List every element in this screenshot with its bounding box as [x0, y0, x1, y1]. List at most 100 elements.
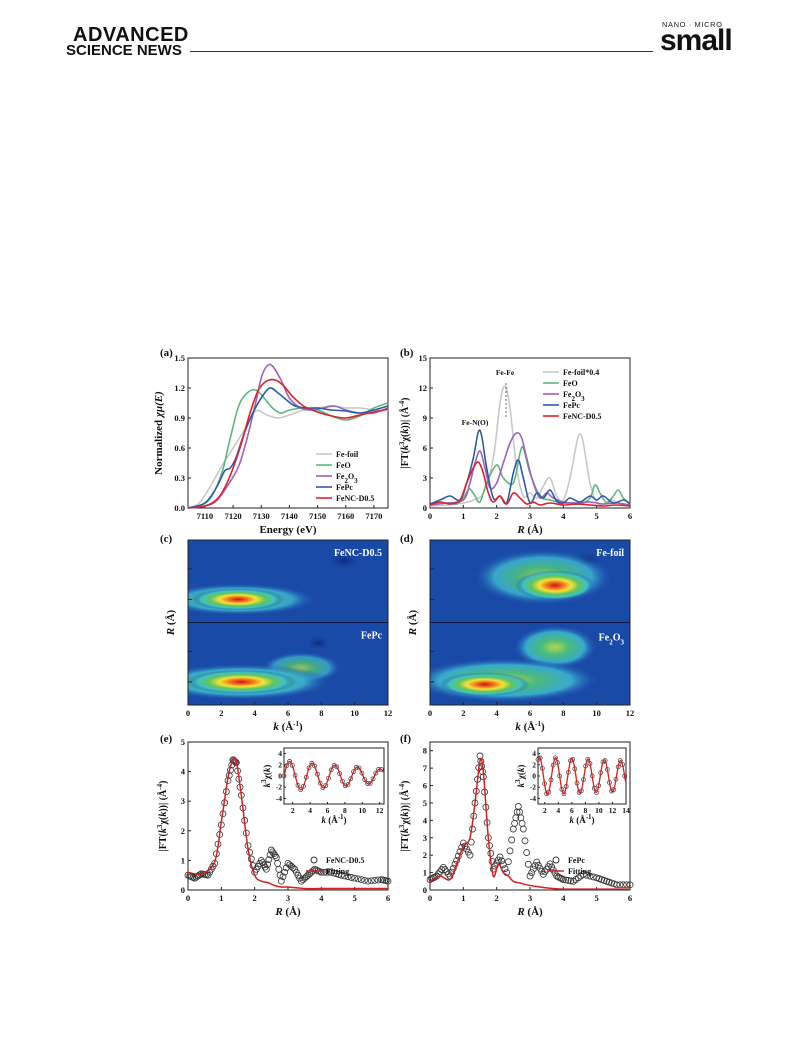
label-part: |FT( — [400, 832, 411, 851]
label-part: R — [516, 906, 524, 918]
label-part: ) — [400, 398, 411, 401]
y-tick-label: 15 — [419, 353, 428, 363]
data-point — [371, 876, 379, 884]
y-axis-label: Normalized χμ(E) — [153, 391, 165, 475]
x-tick-label: 6 — [286, 708, 290, 718]
plot-frame — [429, 357, 631, 509]
label-part: (Å) — [283, 906, 301, 918]
data-point — [567, 877, 575, 885]
inset-x-tick-label: 10 — [359, 806, 367, 815]
legend-label: FePc — [336, 483, 353, 492]
label-part: 3 — [260, 779, 268, 783]
series-line-fe2o3 — [187, 363, 389, 509]
y-tick-label: 6 — [423, 443, 427, 453]
data-point — [564, 877, 572, 884]
inset-data-point — [348, 776, 354, 782]
label-part: (Å — [326, 815, 338, 825]
legend-label: Fe2O3 — [336, 472, 358, 485]
x-tick-label: 4 — [319, 893, 324, 903]
inset-y-tick-label: 2 — [278, 760, 282, 769]
panel-label: (b) — [400, 347, 414, 359]
label-part: -1 — [293, 720, 299, 728]
x-tick-label: 0 — [428, 893, 432, 903]
inset-data-point — [356, 765, 362, 771]
data-point — [289, 864, 297, 872]
inset-data-point — [306, 765, 312, 771]
label-part: 2 — [571, 395, 575, 403]
label-part: k — [321, 815, 326, 825]
data-point — [514, 803, 522, 810]
inset-data-point — [359, 770, 365, 776]
label-part: χ( — [516, 772, 526, 780]
data-point — [626, 881, 634, 889]
inset-x-tick-label: 12 — [376, 806, 384, 815]
x-tick-label: 12 — [626, 708, 635, 718]
data-point — [439, 863, 447, 871]
series-line-feo — [429, 445, 631, 506]
wavelet-hotspot — [192, 588, 284, 611]
label-part: 3 — [156, 824, 164, 828]
publisher-logo: ADVANCED SCIENCE NEWS — [66, 25, 189, 58]
plot-frame — [187, 357, 389, 509]
label-part: ) — [592, 815, 595, 825]
label-part: Fe — [599, 633, 610, 644]
annotation-fe-fe: Fe-Fe — [496, 368, 515, 377]
data-point — [496, 853, 504, 861]
inset-x-tick-label: 6 — [570, 806, 574, 815]
x-tick-label: 6 — [528, 708, 532, 718]
data-point — [267, 846, 275, 854]
fit-line — [187, 756, 388, 890]
y-axis-label: R (Å) — [165, 609, 177, 636]
x-tick-label: 1 — [219, 893, 223, 903]
label-part: χ( — [262, 772, 272, 780]
x-tick-label: 8 — [561, 708, 565, 718]
legend-label: Fe-foil*0.4 — [563, 368, 599, 377]
label-part: k — [262, 782, 272, 787]
inset-data-point — [362, 777, 368, 782]
y-tick-label: 0.3 — [174, 473, 185, 483]
data-point — [444, 870, 452, 878]
inset-data-point — [298, 787, 304, 793]
wavelet-layer — [430, 549, 613, 703]
annotation-fe-n: Fe-N(O) — [462, 418, 489, 427]
label-part: Normalized — [153, 417, 165, 475]
label-part: R — [274, 906, 282, 918]
label-part: ) — [158, 781, 169, 784]
inset-data-point — [328, 767, 334, 773]
data-point — [341, 872, 349, 880]
y-tick-label: 1.5 — [174, 353, 185, 363]
label-part: O — [348, 472, 354, 481]
wavelet-title-top: FeNC-D0.5 — [334, 548, 382, 559]
label-part: k — [273, 721, 279, 733]
inset-data-point — [617, 758, 623, 763]
wavelet-layer — [188, 550, 362, 700]
data-point — [281, 868, 289, 876]
x-tick-label: 2 — [461, 708, 465, 718]
brand-line1: ADVANCED — [73, 24, 189, 46]
data-point — [526, 872, 534, 880]
data-point — [623, 881, 631, 889]
series-line-fenc-d0-5 — [187, 378, 389, 509]
data-point — [443, 868, 451, 876]
inset-fit-line — [537, 756, 627, 796]
label-part: O — [613, 633, 621, 644]
label-part: χ( — [158, 816, 169, 826]
data-point — [528, 869, 536, 876]
inset-data-point — [370, 776, 376, 782]
data-point — [466, 851, 474, 859]
fit-line — [429, 758, 630, 890]
data-point — [325, 868, 333, 876]
inset-x-tick-label: 12 — [609, 806, 617, 815]
inset-data-point — [340, 778, 345, 784]
x-tick-label: 5 — [595, 511, 599, 521]
label-part: -1 — [535, 720, 541, 728]
series-line-fepc — [429, 429, 631, 505]
data-point — [367, 877, 375, 885]
data-point — [194, 872, 202, 880]
label-part: R — [165, 628, 177, 636]
y-axis-label: |FT(k3χ(k))| (Å-4) — [398, 781, 411, 852]
inset-data-point — [301, 783, 306, 789]
inset-y-tick-label: 4 — [278, 749, 282, 758]
data-point — [562, 876, 570, 884]
label-part: χ( — [400, 433, 411, 443]
